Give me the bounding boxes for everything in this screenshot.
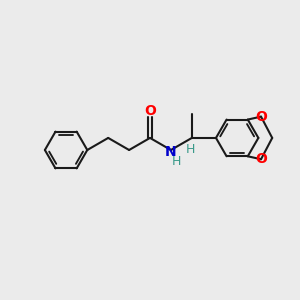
- Text: H: H: [186, 142, 195, 156]
- Text: O: O: [255, 152, 267, 166]
- Text: O: O: [255, 110, 267, 124]
- Text: O: O: [144, 104, 156, 118]
- Text: H: H: [172, 155, 181, 168]
- Text: N: N: [165, 146, 177, 159]
